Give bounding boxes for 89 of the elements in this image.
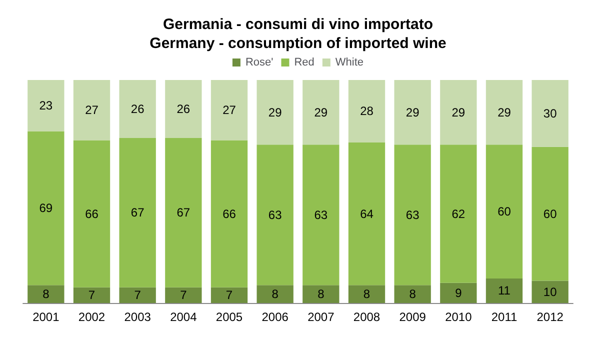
x-tick-label: 2011 [491, 310, 518, 324]
bar [440, 144, 477, 283]
chart-subtitle: Germany - consumption of imported wine [150, 35, 446, 52]
bar [210, 140, 248, 288]
bar [165, 138, 202, 288]
bar [394, 285, 431, 303]
data-label: 7 [226, 288, 233, 302]
data-label: 23 [39, 98, 53, 113]
bar [28, 80, 64, 132]
data-label: 8 [363, 287, 370, 302]
data-label: 60 [543, 206, 558, 221]
data-label: 8 [318, 287, 325, 302]
data-label: 60 [498, 204, 512, 219]
bar [394, 144, 431, 286]
data-label: 27 [222, 103, 236, 118]
data-label: 28 [360, 104, 374, 118]
data-label: 7 [134, 288, 142, 302]
legend-label: White [335, 56, 364, 68]
x-tick-label: 2004 [170, 310, 198, 324]
data-label: 67 [176, 206, 190, 220]
bar [440, 80, 477, 145]
bar [165, 80, 202, 138]
x-tick-label: 2012 [536, 310, 564, 324]
bar [302, 285, 340, 303]
data-label: 30 [543, 106, 558, 120]
data-label: 7 [88, 288, 96, 302]
bar [256, 144, 294, 286]
bar [73, 287, 110, 303]
bar [486, 278, 523, 303]
bar [302, 144, 340, 286]
data-label: 11 [498, 284, 511, 298]
data-label: 29 [498, 105, 512, 120]
bar [348, 142, 386, 286]
bar [119, 80, 156, 138]
bar [210, 287, 248, 303]
bar [440, 282, 477, 303]
bar [28, 131, 64, 286]
data-label: 63 [406, 208, 420, 222]
bar [73, 140, 110, 288]
data-label: 8 [272, 287, 279, 302]
data-label: 67 [130, 206, 145, 220]
bar [302, 80, 340, 145]
bar [256, 285, 294, 303]
bar [165, 287, 202, 303]
data-label: 7 [180, 288, 188, 302]
data-label: 27 [85, 103, 99, 118]
data-label: 63 [268, 208, 282, 222]
x-tick-label: 2009 [399, 310, 426, 324]
legend-label: Red [294, 56, 314, 68]
chart-title: Germania - consumi di vino importato [162, 16, 434, 33]
data-label: 69 [39, 201, 53, 216]
bar [348, 285, 386, 303]
bar [532, 146, 568, 281]
bar [256, 80, 294, 145]
data-label: 26 [176, 102, 190, 116]
x-tick-label: 2010 [445, 310, 472, 324]
data-label: 26 [130, 102, 145, 116]
bar [28, 285, 64, 303]
data-label: 63 [314, 208, 328, 222]
bar [486, 80, 523, 145]
x-tick-label: 2007 [308, 310, 335, 324]
bar [532, 80, 568, 147]
data-label: 64 [360, 206, 374, 221]
bar [532, 280, 568, 303]
bar [119, 138, 156, 288]
data-label: 29 [314, 105, 328, 120]
bar [210, 80, 248, 140]
x-tick-label: 2005 [216, 310, 243, 324]
data-label: 10 [543, 284, 558, 299]
x-tick-label: 2006 [262, 310, 289, 324]
bar [394, 80, 431, 145]
legend-label: Rose' [245, 56, 274, 68]
data-label: 8 [409, 287, 416, 302]
data-label: 62 [452, 206, 466, 221]
data-label: 29 [268, 105, 282, 120]
x-tick-label: 2001 [32, 310, 60, 324]
data-label: 9 [455, 286, 462, 300]
data-label: 66 [85, 206, 99, 221]
bar [119, 287, 156, 303]
bar [73, 80, 110, 140]
data-label: 66 [222, 206, 236, 221]
x-tick-label: 2003 [124, 310, 152, 324]
data-label: 8 [42, 287, 50, 302]
data-label: 29 [452, 105, 466, 120]
bar [348, 80, 386, 142]
data-label: 29 [406, 105, 420, 120]
x-tick-label: 2002 [78, 310, 106, 324]
bar [486, 144, 523, 278]
x-tick-label: 2008 [353, 310, 380, 324]
